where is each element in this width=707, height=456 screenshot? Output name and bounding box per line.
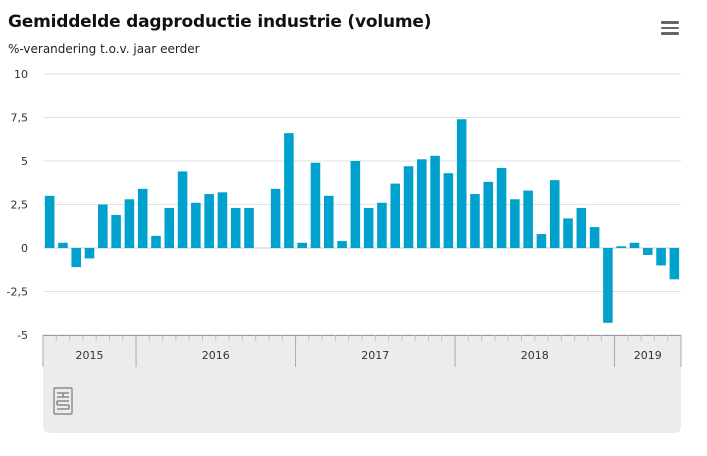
bar[interactable]	[363, 207, 374, 248]
bar[interactable]	[111, 214, 121, 248]
bar[interactable]	[71, 248, 82, 268]
bar[interactable]	[656, 248, 666, 266]
bar[interactable]	[589, 227, 600, 248]
bar[interactable]	[98, 204, 108, 249]
y-tick-label: 5	[21, 155, 28, 168]
cbs-logo-icon	[53, 387, 73, 419]
bar[interactable]	[443, 173, 454, 248]
bar[interactable]	[616, 246, 626, 248]
bar[interactable]	[204, 194, 214, 248]
bar[interactable]	[629, 242, 640, 248]
y-tick-label: -2,5	[7, 286, 28, 299]
bar[interactable]	[244, 207, 254, 248]
bar[interactable]	[350, 161, 361, 248]
chart-footer	[43, 367, 681, 433]
bar[interactable]	[230, 207, 241, 248]
bar[interactable]	[470, 194, 480, 248]
y-tick-label: 0	[21, 242, 28, 255]
y-tick-label: -5	[17, 329, 28, 342]
bar[interactable]	[456, 119, 467, 249]
bar[interactable]	[124, 199, 135, 248]
x-year-label: 2019	[634, 349, 662, 362]
bar[interactable]	[84, 248, 95, 259]
bar[interactable]	[177, 171, 188, 248]
bar[interactable]	[137, 188, 148, 248]
bar[interactable]	[603, 248, 613, 323]
x-year-label: 2018	[521, 349, 549, 362]
bar[interactable]	[270, 188, 281, 248]
x-year-label: 2015	[76, 349, 104, 362]
bar[interactable]	[323, 195, 334, 248]
bar[interactable]	[642, 248, 653, 255]
bar[interactable]	[390, 183, 401, 248]
bar[interactable]	[284, 133, 294, 248]
bar[interactable]	[44, 195, 55, 248]
bar[interactable]	[217, 192, 228, 248]
y-tick-label: 2,5	[11, 199, 29, 212]
bar[interactable]	[430, 155, 440, 248]
bar[interactable]	[549, 180, 560, 248]
bar[interactable]	[536, 234, 547, 248]
bar[interactable]	[563, 218, 573, 248]
bar[interactable]	[164, 207, 175, 248]
x-year-label: 2016	[202, 349, 230, 362]
page-title: Gemiddelde dagproductie industrie (volum…	[8, 12, 432, 32]
bar[interactable]	[417, 159, 427, 248]
bar[interactable]	[483, 181, 494, 248]
bar[interactable]	[510, 199, 520, 248]
bar[interactable]	[403, 166, 414, 248]
bar[interactable]	[669, 248, 680, 280]
chart-subtitle: %-verandering t.o.v. jaar eerder	[8, 42, 200, 56]
bar[interactable]	[151, 235, 161, 248]
bar[interactable]	[576, 207, 587, 248]
bar[interactable]	[58, 242, 68, 248]
hamburger-menu-icon[interactable]	[661, 21, 679, 35]
bar[interactable]	[496, 167, 507, 248]
bar[interactable]	[523, 190, 533, 248]
x-year-label: 2017	[361, 349, 389, 362]
y-tick-label: 10	[14, 68, 28, 81]
bar[interactable]	[191, 202, 201, 248]
bar[interactable]	[337, 241, 347, 248]
bar[interactable]	[310, 162, 321, 248]
bar[interactable]	[377, 202, 387, 248]
y-tick-label: 7,5	[11, 112, 29, 125]
bar[interactable]	[297, 242, 307, 248]
